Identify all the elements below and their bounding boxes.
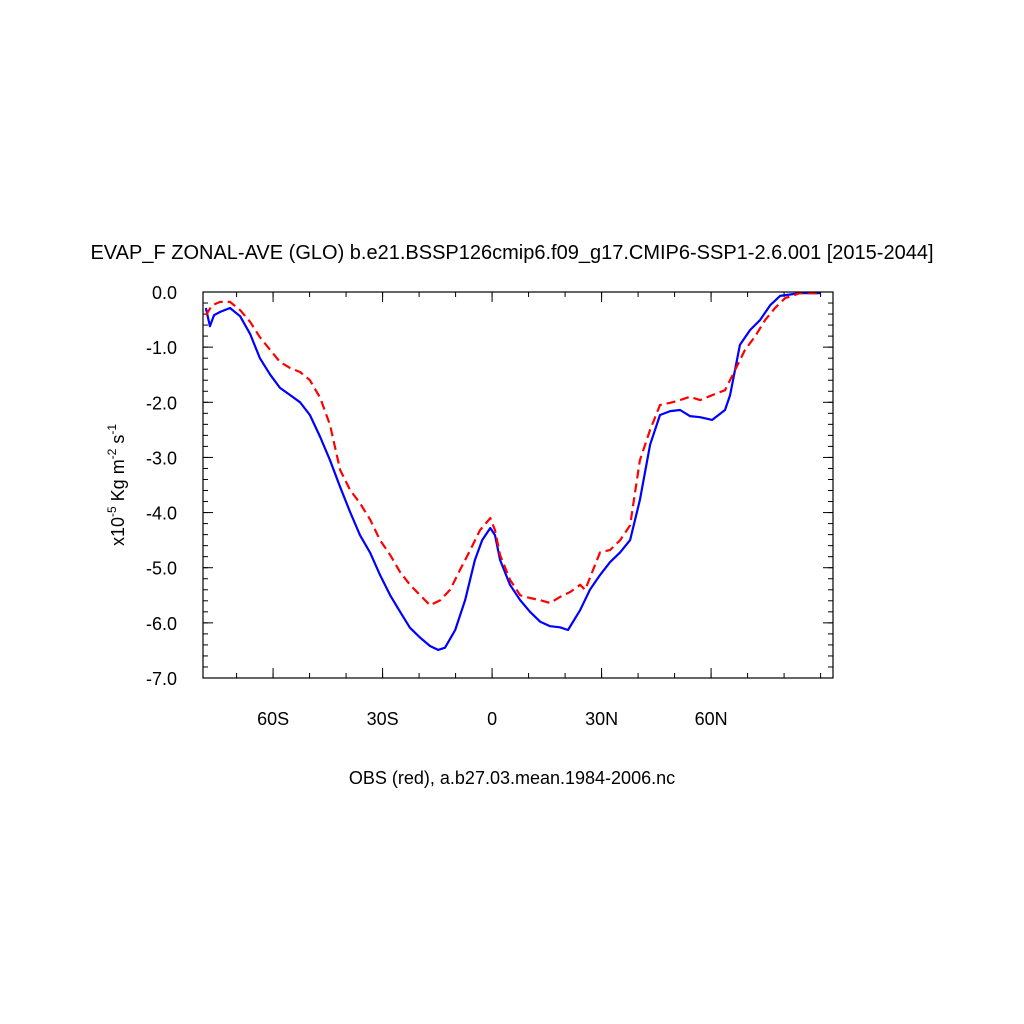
x-tick-label: 30S (367, 709, 399, 729)
y-tick-label: -7.0 (146, 669, 177, 689)
y-tick-label: -2.0 (146, 393, 177, 413)
x-tick-label: 60N (695, 709, 728, 729)
y-axis-label: x10-5 Kg m-2 s-1 (105, 424, 128, 546)
data-line (204, 292, 821, 607)
x-tick-label: 30N (585, 709, 618, 729)
chart-title: EVAP_F ZONAL-AVE (GLO) b.e21.BSSP126cmip… (90, 242, 933, 264)
y-label-part: x10 (108, 517, 128, 546)
y-tick-label: -6.0 (146, 614, 177, 634)
y-label-sup: -5 (105, 506, 119, 517)
y-label-sup: -2 (105, 448, 119, 459)
x-tick-label: 0 (487, 709, 497, 729)
y-tick-label: -5.0 (146, 559, 177, 579)
y-tick-label: -3.0 (146, 448, 177, 468)
x-tick-label: 60S (257, 709, 289, 729)
y-tick-label: 0.0 (152, 283, 177, 303)
y-label-part: Kg m (108, 459, 128, 506)
plot-frame (202, 291, 834, 679)
y-label-part: s (108, 435, 128, 449)
footer: OBS (red), a.b27.03.mean.1984-2006.nc (349, 768, 675, 788)
y-tick-label: -1.0 (146, 338, 177, 358)
y-label-sup: -1 (105, 424, 119, 435)
data-line (204, 292, 821, 651)
y-tick-label: -4.0 (146, 504, 177, 524)
